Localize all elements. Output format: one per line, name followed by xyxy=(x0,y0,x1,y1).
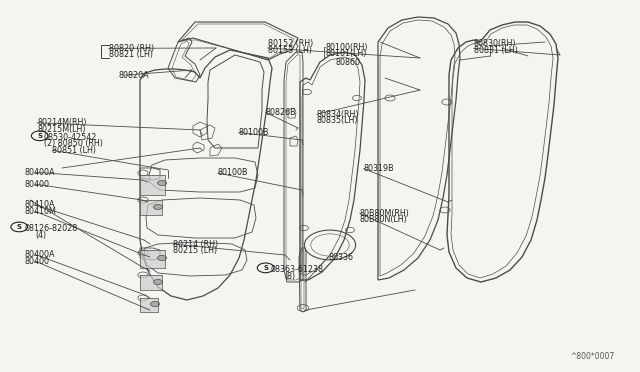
Text: 80B80M(RH): 80B80M(RH) xyxy=(360,209,410,218)
Polygon shape xyxy=(140,298,158,312)
Text: 80B80N(LH): 80B80N(LH) xyxy=(360,215,408,224)
Text: 80400A: 80400A xyxy=(24,250,55,259)
Text: 80100B: 80100B xyxy=(218,169,248,177)
Text: 80820A: 80820A xyxy=(118,71,149,80)
Text: 80410A: 80410A xyxy=(24,201,55,209)
Text: 80851 (LH): 80851 (LH) xyxy=(52,146,97,155)
Text: 80835(LH): 80835(LH) xyxy=(317,116,358,125)
Circle shape xyxy=(157,256,166,261)
Text: 80400: 80400 xyxy=(24,180,49,189)
Text: 80834(RH): 80834(RH) xyxy=(317,110,359,119)
Text: 80820 (RH): 80820 (RH) xyxy=(109,44,154,53)
Circle shape xyxy=(154,204,163,209)
Text: 08126-82028: 08126-82028 xyxy=(24,224,77,233)
Text: 80100(RH): 80100(RH) xyxy=(325,43,367,52)
Text: 80215 (LH): 80215 (LH) xyxy=(173,246,217,255)
Text: 80152 (RH): 80152 (RH) xyxy=(268,39,313,48)
Text: 80821 (LH): 80821 (LH) xyxy=(109,50,153,59)
Circle shape xyxy=(150,301,159,307)
Text: S: S xyxy=(17,224,22,230)
Text: 80319B: 80319B xyxy=(364,164,394,173)
Text: 80830(RH): 80830(RH) xyxy=(474,39,516,48)
Text: 80101(LH): 80101(LH) xyxy=(325,49,367,58)
Polygon shape xyxy=(140,175,165,195)
Text: 80410M: 80410M xyxy=(24,207,56,216)
Polygon shape xyxy=(140,200,162,215)
Text: 08363-61238: 08363-61238 xyxy=(271,265,324,274)
Text: 80214 (RH): 80214 (RH) xyxy=(173,240,218,248)
Text: (2) 80850 (RH): (2) 80850 (RH) xyxy=(44,140,102,148)
Text: (8): (8) xyxy=(285,272,296,280)
Text: 80100B: 80100B xyxy=(239,128,269,137)
Circle shape xyxy=(157,180,166,186)
Text: S: S xyxy=(37,133,42,139)
Text: 80400A: 80400A xyxy=(24,168,55,177)
Polygon shape xyxy=(140,275,162,290)
Text: 08530-42542: 08530-42542 xyxy=(44,133,97,142)
Text: 80860: 80860 xyxy=(336,58,361,67)
Text: (4): (4) xyxy=(35,231,46,240)
Text: 80826B: 80826B xyxy=(266,108,296,117)
Text: 80400: 80400 xyxy=(24,257,49,266)
Text: 80831 (LH): 80831 (LH) xyxy=(474,46,518,55)
Text: ^800*0007: ^800*0007 xyxy=(570,352,614,361)
Text: 80215M(LH): 80215M(LH) xyxy=(37,125,86,134)
Text: S: S xyxy=(263,265,268,271)
Circle shape xyxy=(154,279,163,285)
Text: 80214M(RH): 80214M(RH) xyxy=(37,118,86,127)
Polygon shape xyxy=(140,250,165,268)
Text: 80336: 80336 xyxy=(328,253,353,262)
Text: 80153 (LH): 80153 (LH) xyxy=(268,46,312,55)
